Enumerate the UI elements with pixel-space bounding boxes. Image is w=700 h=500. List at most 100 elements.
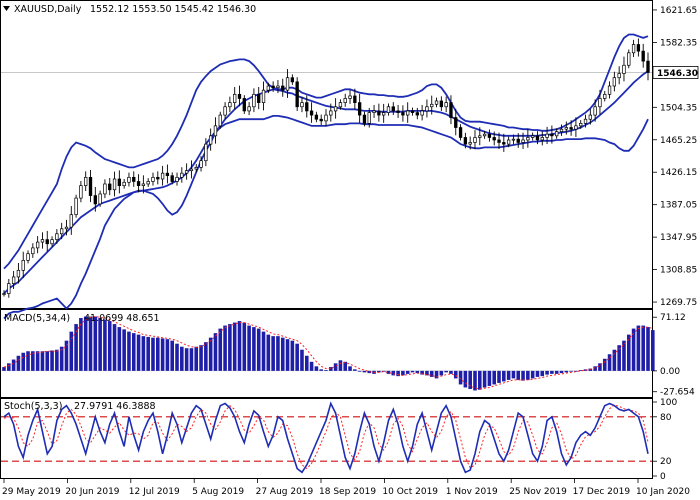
- x-tick-label: 17 Dec 2019: [573, 487, 631, 497]
- candle-body: [468, 142, 472, 145]
- macd-bar: [319, 369, 323, 371]
- macd-label: MACD(5,34,4): [4, 313, 70, 324]
- macd-bar: [396, 370, 400, 377]
- bollinger-middle: [3, 70, 649, 295]
- candle-body: [319, 118, 323, 122]
- macd-bar: [564, 370, 569, 373]
- macd-bar: [136, 334, 141, 371]
- macd-bar: [88, 316, 93, 371]
- macd-bar: [434, 370, 439, 379]
- macd-bar: [333, 363, 338, 371]
- ohlc-label: 1552.12 1553.50 1545.42 1546.30: [90, 4, 256, 15]
- stochastic-series: [3, 401, 649, 474]
- macd-bar: [468, 370, 472, 389]
- candle-body: [612, 77, 617, 87]
- candle-body: [285, 77, 290, 91]
- price-y-tick-label: 1465.25: [660, 136, 697, 146]
- candle-body: [631, 44, 636, 54]
- macd-bar: [228, 324, 232, 371]
- candle-body: [237, 93, 242, 99]
- macd-y-tick-label: 0.00: [660, 367, 680, 377]
- macd-bar: [180, 346, 184, 371]
- candle-body: [69, 214, 73, 228]
- macd-bar: [189, 348, 194, 371]
- macd-bar: [103, 319, 107, 371]
- candle-body: [482, 133, 487, 137]
- macd-bar: [309, 361, 314, 371]
- price-y-tick-label: 1347.95: [660, 233, 697, 243]
- candle-body: [184, 170, 189, 174]
- candle-body: [535, 135, 540, 141]
- candle-body: [165, 172, 170, 177]
- stoch-y-tick-label: 20: [660, 457, 672, 467]
- macd-bar: [31, 351, 35, 371]
- candle-body: [540, 137, 544, 141]
- macd-bar: [506, 370, 511, 380]
- macd-bar: [492, 370, 496, 385]
- macd-bar: [478, 370, 482, 390]
- candle-body: [555, 131, 559, 137]
- candle-body: [112, 178, 117, 191]
- candle-body: [180, 172, 184, 178]
- candle-body: [257, 93, 261, 103]
- candle-body: [98, 193, 102, 205]
- candle-body: [79, 185, 83, 199]
- macd-bar: [381, 370, 386, 372]
- macd-bar: [449, 370, 453, 374]
- macd-bar: [242, 322, 247, 371]
- x-axis-ticks: 29 May 2019 20 Jun 2019 12 Jul 2019 5 Aug 2…: [2, 479, 690, 497]
- macd-bar: [16, 355, 21, 371]
- candle-body: [434, 100, 439, 105]
- candle-body: [377, 110, 381, 116]
- candle-body: [530, 135, 535, 138]
- candle-body: [454, 117, 458, 128]
- macd-bar: [593, 366, 597, 371]
- candle-body: [146, 181, 150, 185]
- macd-bar: [280, 337, 285, 371]
- candle-body: [545, 133, 549, 138]
- candle-body: [60, 228, 64, 235]
- candle-body: [564, 127, 568, 130]
- candle-body: [497, 139, 501, 143]
- candle-body: [271, 85, 275, 89]
- candle-body: [506, 139, 511, 145]
- x-tick-label: 12 Jul 2019: [129, 487, 180, 497]
- macd-bar: [290, 340, 295, 371]
- macd-bar: [540, 370, 545, 377]
- macd-header: MACD(5,34,4) 41.0699 48.651: [4, 313, 160, 324]
- macd-bar: [26, 351, 30, 371]
- macd-series: [2, 315, 655, 391]
- macd-bar: [401, 370, 405, 376]
- candle-body: [93, 195, 97, 205]
- candle-body: [132, 176, 136, 182]
- macd-bar: [329, 367, 333, 371]
- triangle-down-icon[interactable]: [3, 6, 10, 11]
- macd-bar: [391, 370, 396, 376]
- candle-body: [50, 239, 54, 245]
- macd-bar: [405, 370, 410, 374]
- macd-bar: [602, 358, 607, 371]
- macd-bar: [50, 350, 54, 371]
- macd-bar: [612, 349, 617, 371]
- candle-body: [2, 293, 6, 295]
- candle-body: [415, 112, 419, 116]
- macd-bar: [127, 331, 131, 371]
- candle-body: [502, 142, 506, 145]
- macd-bar: [247, 325, 251, 371]
- candle-body: [492, 137, 496, 141]
- macd-bar: [266, 334, 271, 371]
- macd-bar: [64, 340, 69, 371]
- macd-bar: [425, 370, 429, 376]
- candle-body: [233, 93, 237, 103]
- price-y-tick-label: 1504.35: [660, 103, 697, 113]
- macd-bar: [107, 321, 112, 371]
- price-header[interactable]: XAUUSD,Daily 1552.12 1553.50 1545.42 154…: [3, 4, 256, 15]
- macd-bar: [285, 339, 290, 371]
- x-tick-label: 18 Sep 2019: [319, 487, 376, 497]
- candle-body: [425, 106, 429, 112]
- macd-bar: [377, 370, 381, 373]
- candle-body: [55, 233, 59, 240]
- last-price-value: 1546.30: [657, 69, 698, 79]
- candle-body: [362, 114, 367, 124]
- candle-body: [636, 44, 641, 52]
